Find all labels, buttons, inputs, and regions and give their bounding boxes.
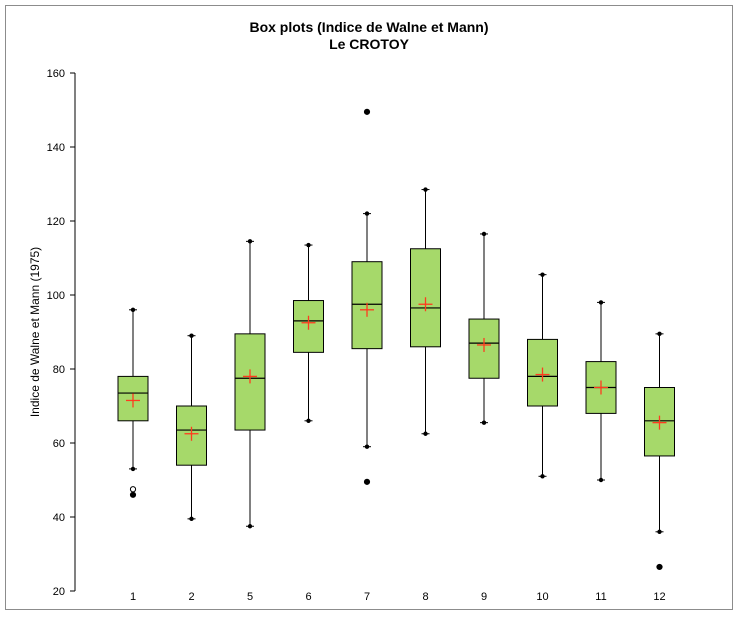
min-point [306,418,311,423]
max-point [540,272,545,277]
outlier-point [129,491,137,498]
chart-subtitle: Le CROTOY [329,36,410,52]
box-1: 1 [117,307,149,603]
min-point [247,524,253,529]
box-5: 5 [234,239,266,603]
outlier-point [656,563,663,571]
y-tick-label: 160 [47,68,65,80]
max-point [598,300,604,305]
x-tick-label: 8 [422,591,428,603]
y-axis-label: Indice de Walne et Mann (1975) [28,247,42,417]
box-12: 12 [644,331,675,603]
x-tick-label: 5 [247,591,253,603]
max-point [247,239,253,244]
box-rect [644,387,675,457]
x-tick-label: 6 [305,591,311,603]
x-tick-label: 9 [481,591,487,603]
x-tick-label: 2 [188,591,194,603]
box-9: 9 [468,231,500,603]
box-8: 8 [410,187,441,603]
max-point [130,307,136,312]
chart-title: Box plots (Indice de Walne et Mann) [249,19,488,35]
box-2: 2 [176,333,207,603]
min-point [189,516,194,522]
y-tick-label: 140 [47,142,65,154]
x-tick-label: 12 [653,591,665,603]
axes-group: 20 40 60 80 100 120 140 160 [47,68,76,598]
min-point [657,529,662,534]
min-point [364,444,370,449]
y-tick-label: 60 [53,438,65,450]
boxes-group: 1 2 5 6 7 8 9 10 11 12 [117,108,675,603]
y-tick-label: 80 [53,364,65,376]
x-tick-label: 1 [130,591,136,603]
min-point [540,474,545,479]
y-tick-label: 40 [53,512,65,524]
y-tick-label: 120 [47,216,65,228]
x-tick-label: 11 [595,591,606,603]
min-point [130,466,136,472]
box-10: 10 [527,272,558,603]
outlier-point [363,108,371,115]
max-point [306,242,311,248]
max-point [481,231,487,237]
max-point [189,333,194,338]
max-point [364,211,370,216]
max-point [423,187,428,192]
outlier-point [129,486,137,493]
min-point [598,477,604,483]
box-6: 6 [293,242,324,603]
outlier-point [363,478,371,485]
x-tick-label: 7 [364,591,370,603]
box-7: 7 [351,108,383,603]
y-tick-label: 20 [53,586,65,598]
box-11: 11 [585,300,617,603]
max-point [657,331,662,337]
min-point [481,420,487,425]
y-tick-label: 100 [47,290,65,302]
x-tick-label: 10 [536,591,548,603]
min-point [423,431,428,436]
